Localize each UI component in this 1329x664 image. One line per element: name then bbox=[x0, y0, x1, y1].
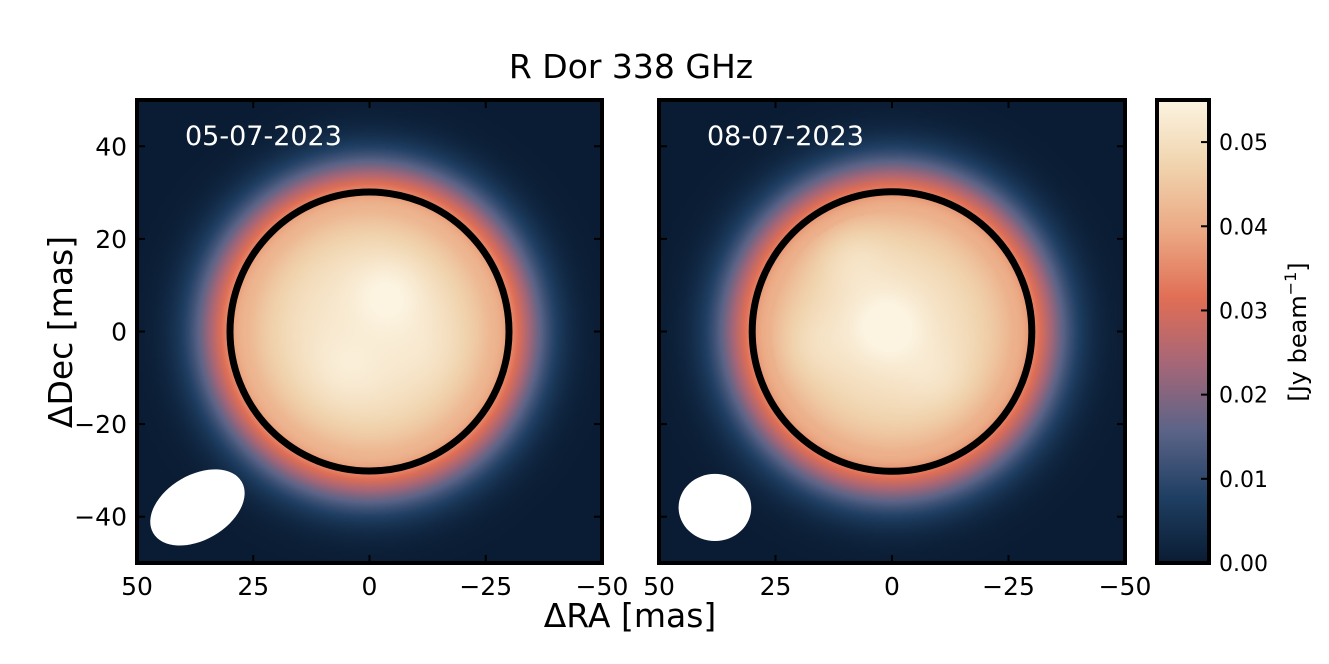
x-tick-label: 25 bbox=[237, 572, 269, 601]
colorbar: 0.00 0.01 0.02 0.03 0.04 0.05 [Jy beam−1] bbox=[1155, 98, 1312, 577]
colorbar-tick-label: 0.01 bbox=[1219, 468, 1268, 493]
x-axis-label: ΔRA [mas] bbox=[544, 596, 717, 635]
y-tick-label: 20 bbox=[95, 225, 127, 254]
colorbar-tick-label: 0.02 bbox=[1219, 384, 1268, 409]
x-tick-label: −50 bbox=[1099, 572, 1152, 601]
panel-1: 05-07-2023 50 25 0 −25 −50 40 20 0 −20 −40 bbox=[74, 98, 629, 601]
colorbar-tick-label: 0.04 bbox=[1219, 215, 1268, 240]
panel-frame bbox=[135, 98, 604, 565]
x-tick-label: 50 bbox=[643, 572, 675, 601]
colorbar-tick-label: 0.05 bbox=[1219, 131, 1268, 156]
y-tick-label: 40 bbox=[95, 132, 127, 161]
x-tick-label: −50 bbox=[576, 572, 629, 601]
x-tick-label: −25 bbox=[982, 572, 1035, 601]
stellar-disk-outline bbox=[748, 188, 1036, 475]
y-tick-label: −20 bbox=[74, 410, 127, 439]
colorbar-tick-label: 0.03 bbox=[1219, 299, 1268, 324]
panel-date-label: 08-07-2023 bbox=[707, 121, 864, 152]
panel-2: 08-07-2023 50 25 0 −25 −50 bbox=[643, 98, 1152, 601]
x-tick-label: 0 bbox=[362, 572, 378, 601]
y-tick-label: 0 bbox=[111, 318, 127, 347]
colorbar-frame bbox=[1155, 98, 1211, 565]
x-tick-label: −25 bbox=[459, 572, 512, 601]
panel-date-label: 05-07-2023 bbox=[185, 121, 342, 152]
y-tick-label: −40 bbox=[74, 503, 127, 532]
x-tick-label: 0 bbox=[884, 572, 900, 601]
beam-ellipse bbox=[678, 473, 752, 541]
x-tick-label: 50 bbox=[121, 572, 153, 601]
x-tick-label: 25 bbox=[760, 572, 792, 601]
colorbar-label: [Jy beam−1] bbox=[1281, 262, 1312, 401]
colorbar-tick-label: 0.00 bbox=[1219, 552, 1268, 577]
stellar-disk-outline bbox=[226, 188, 513, 475]
beam-ellipse bbox=[150, 469, 245, 546]
panels: 05-07-2023 50 25 0 −25 −50 40 20 0 −20 −40 08-07-20… bbox=[74, 98, 1152, 601]
chart-title: R Dor 338 GHz bbox=[509, 47, 753, 86]
panel-frame bbox=[657, 98, 1127, 565]
y-axis-label: ΔDec [mas] bbox=[41, 236, 80, 428]
colorbar-gradient bbox=[1157, 100, 1209, 563]
